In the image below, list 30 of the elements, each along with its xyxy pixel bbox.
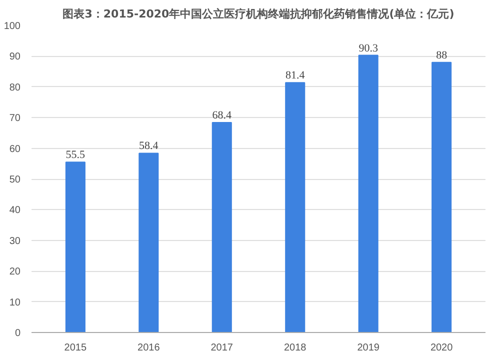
data-label: 68.4 bbox=[212, 110, 232, 122]
data-label: 58.4 bbox=[139, 140, 159, 152]
bar bbox=[358, 54, 378, 332]
chart-title: 图表3：2015-2020年中国公立医疗机构终端抗抑郁化药销售情况(单位：亿元) bbox=[62, 8, 454, 20]
x-tick-label: 2017 bbox=[210, 342, 234, 354]
y-tick-label: 40 bbox=[9, 205, 21, 216]
y-tick-label: 70 bbox=[9, 113, 21, 124]
bar bbox=[212, 122, 232, 332]
bar bbox=[432, 62, 452, 332]
y-tick-label: 0 bbox=[14, 328, 21, 339]
x-tick-label: 2016 bbox=[138, 342, 160, 354]
x-tick-label: 2015 bbox=[64, 342, 87, 354]
y-tick-label: 90 bbox=[9, 52, 21, 63]
y-tick-label: 20 bbox=[9, 266, 21, 278]
data-label: 55.5 bbox=[66, 149, 86, 162]
x-tick-label: 2020 bbox=[430, 342, 454, 354]
data-label: 81.4 bbox=[285, 70, 306, 82]
y-tick-label: 30 bbox=[9, 236, 21, 247]
y-tick-label: 50 bbox=[9, 174, 21, 186]
bar bbox=[138, 152, 159, 332]
y-tick-label: 10 bbox=[9, 297, 21, 308]
y-tick-label: 60 bbox=[9, 144, 21, 155]
data-label: 88 bbox=[436, 49, 448, 62]
y-tick-label: 80 bbox=[9, 82, 21, 94]
data-label: 90.3 bbox=[358, 42, 378, 54]
x-tick-label: 2018 bbox=[284, 342, 307, 354]
bar bbox=[285, 82, 306, 332]
x-tick-label: 2019 bbox=[357, 342, 380, 354]
bar bbox=[65, 162, 86, 332]
y-tick-label: 100 bbox=[4, 21, 21, 32]
